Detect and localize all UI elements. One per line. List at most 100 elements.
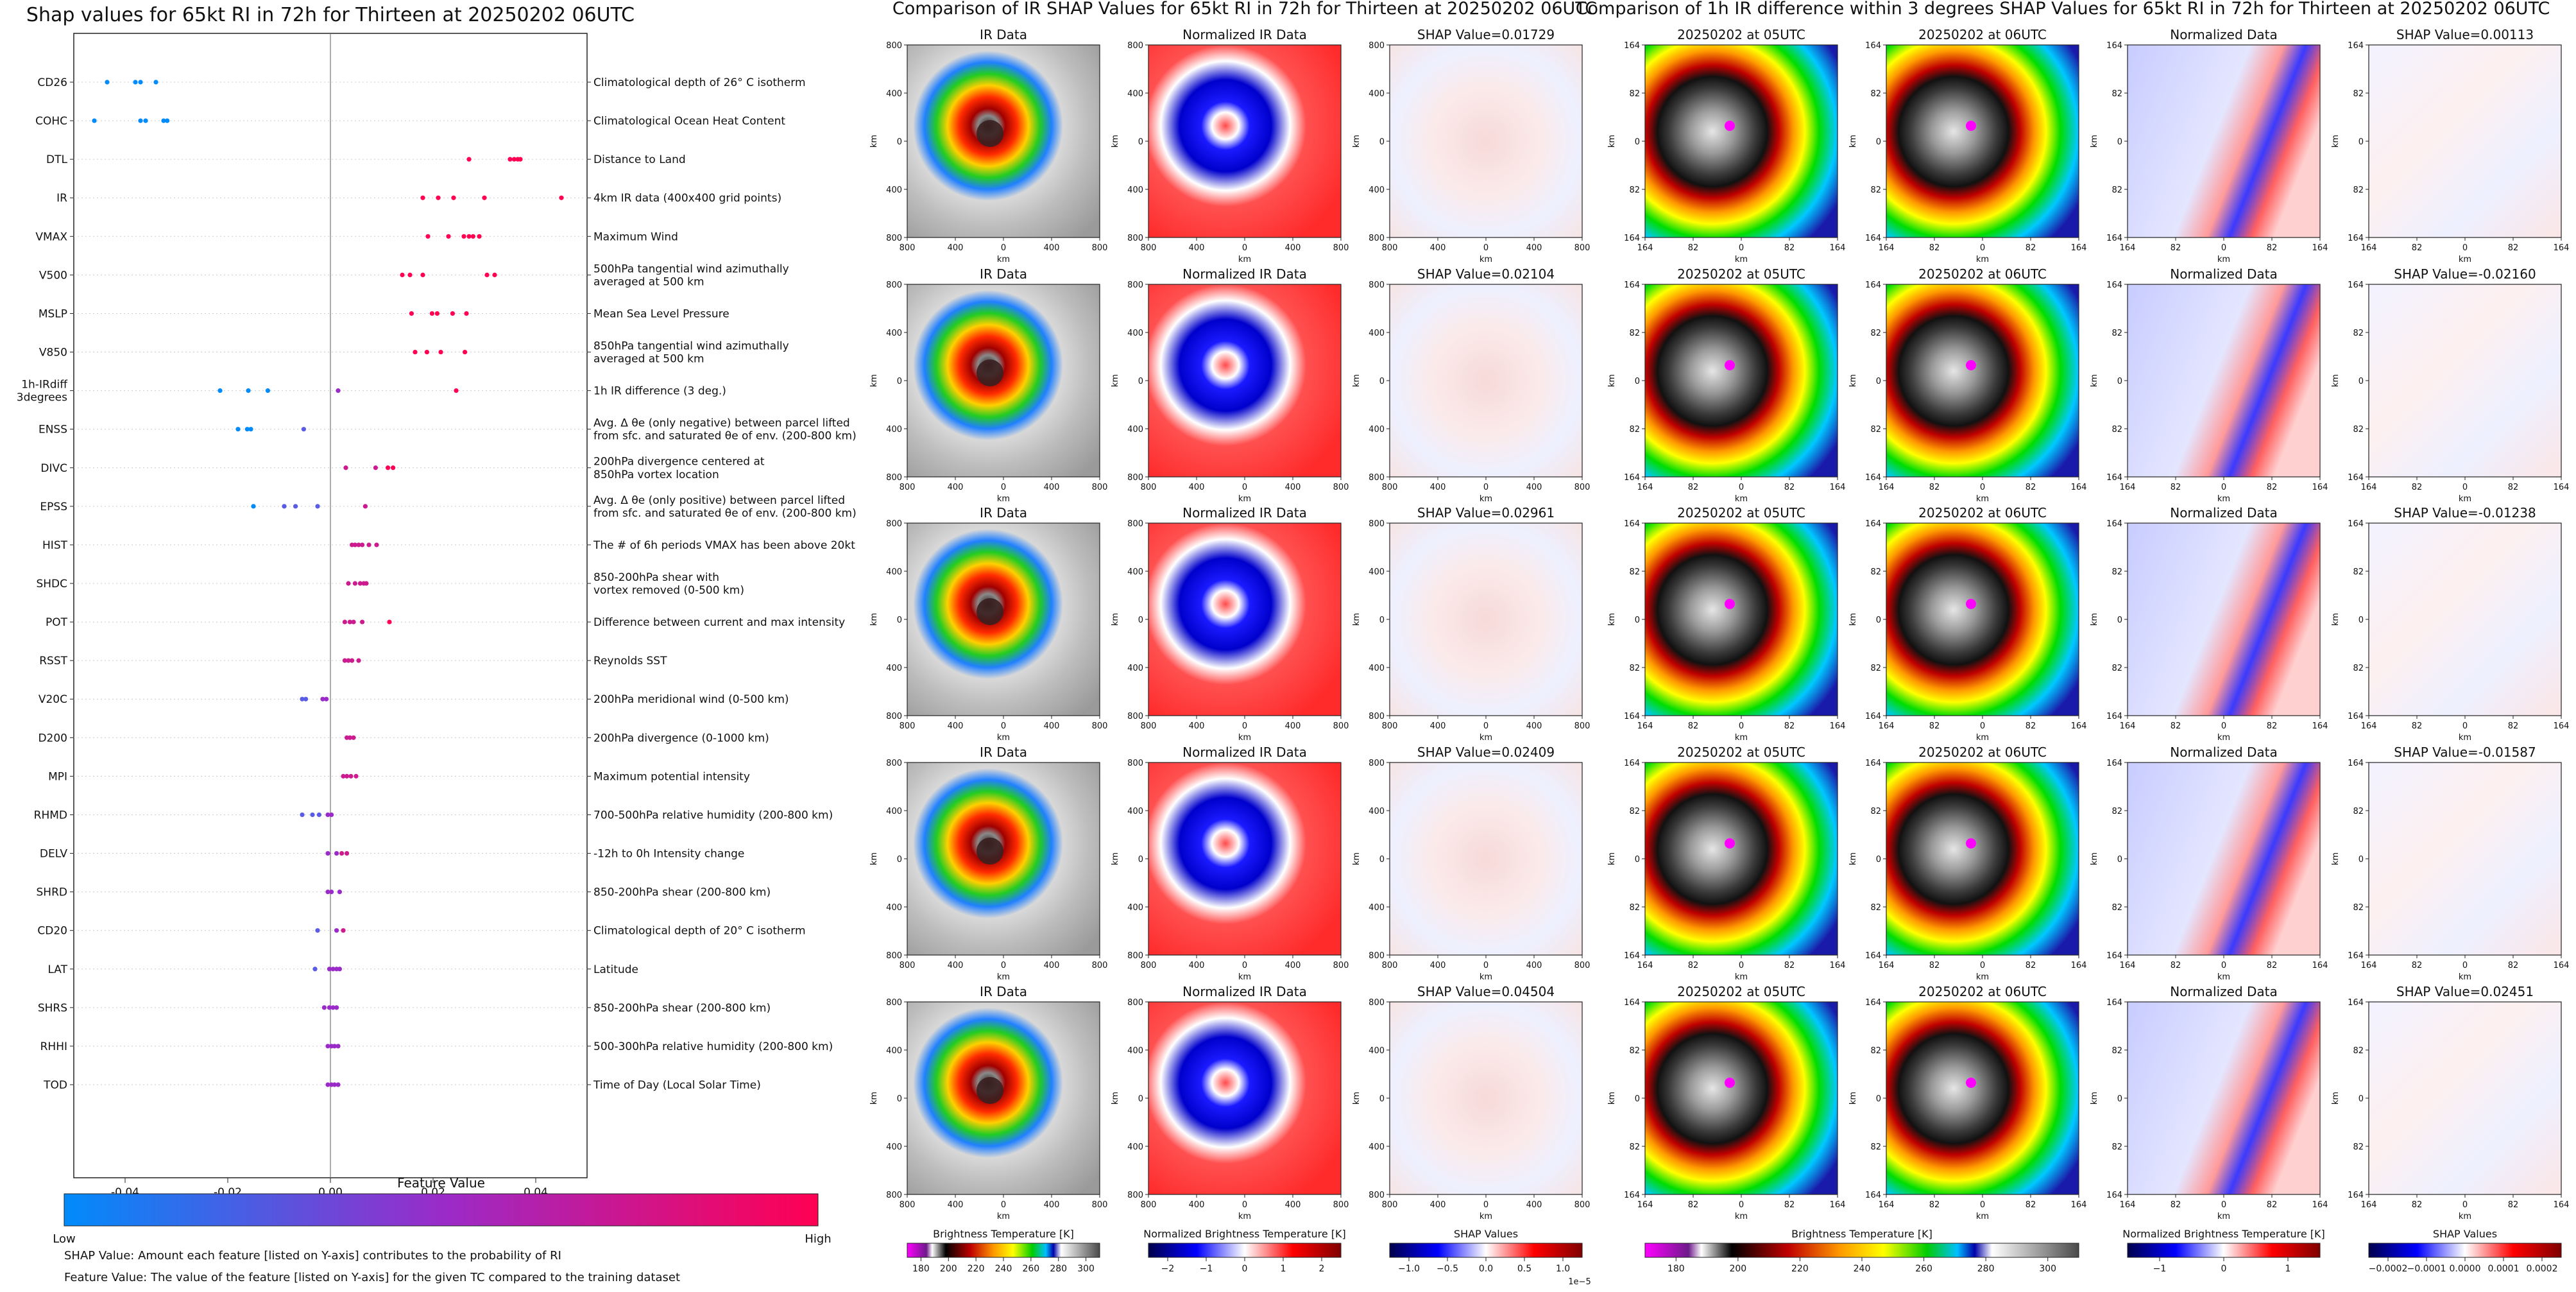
beeswarm-point-4-5	[477, 234, 482, 239]
diff-c3-r2-ylabel: km	[2331, 613, 2341, 626]
diff-c1-r3-ytick-label-1: 82	[1870, 807, 1881, 816]
beeswarm-point-22-1	[334, 928, 339, 933]
beeswarm-point-0-0	[105, 80, 110, 85]
diff-c0-r3-ylabel: km	[1607, 852, 1617, 865]
beeswarm-point-0-3	[153, 80, 158, 85]
beeswarm-point-4-3	[466, 234, 472, 239]
feature-desc-14: Difference between current and max inten…	[593, 616, 845, 629]
diff-c0-r2-title: 20250202 at 05UTC	[1677, 505, 1805, 521]
ir-norm-r0-ytick-label-4: 800	[1127, 234, 1143, 243]
ir-shap-r0-ytick-label-3: 400	[1369, 185, 1385, 195]
beeswarm-point-5-3	[484, 272, 490, 277]
ir-norm-r2-xtick-label-1: 400	[1189, 721, 1205, 731]
diff-c3-r2-ytick-label-0: 164	[2348, 519, 2364, 529]
beeswarm-point-24-1	[327, 1005, 332, 1010]
ir-shap-r2-xtick-label-1: 400	[1430, 721, 1446, 731]
ir-data-r2-xtick-label-2: 0	[1001, 721, 1006, 731]
feature-desc-7: 850hPa tangential wind azimuthally averag…	[593, 340, 789, 366]
ir-data-r1-xtick-label-2: 0	[1001, 483, 1006, 492]
ir-norm-r4-ylabel: km	[1111, 1092, 1120, 1105]
beeswarm-point-17-2	[351, 735, 356, 740]
diff-c0-r4-ylabel: km	[1607, 1092, 1617, 1105]
ir-shap-r1-ytick-label-2: 0	[1379, 377, 1385, 386]
ir-shap-r3-ytick-label-3: 400	[1369, 903, 1385, 913]
beeswarm-point-15-3	[356, 658, 361, 663]
ir-colorbar-bt-tick-label-6: 300	[1077, 1264, 1095, 1274]
feature-desc-11: Avg. Δ θe (only positive) between parcel…	[593, 494, 857, 520]
ir-shap-r1-xtick-label-4: 800	[1574, 483, 1591, 492]
ir-data-r4-ytick-label-1: 400	[886, 1046, 902, 1056]
ir-shap-r1-xtick-label-3: 400	[1526, 483, 1542, 492]
diff-c1-r0-ylabel: km	[1848, 135, 1858, 148]
beeswarm-point-19-3	[325, 812, 330, 818]
beeswarm-point-18-2	[348, 773, 354, 779]
diff-c2-r3-ytick-label-2: 0	[2117, 855, 2122, 865]
ir-data-r3-xtick-label-1: 400	[948, 961, 964, 970]
ir-data-r0-ytick-label-3: 400	[886, 185, 902, 195]
ir-norm-r3-xtick-label-3: 400	[1285, 961, 1301, 970]
feature-label-6: MSLP	[38, 307, 67, 320]
ir-shap-r3-ytick-label-1: 400	[1369, 807, 1385, 816]
diff-c0-r4-ytick-label-0: 164	[1624, 998, 1640, 1008]
diff-c2-r2-xtick-label-4: 164	[2312, 721, 2328, 731]
diff-c3-r3-ytick-label-4: 164	[2348, 951, 2364, 961]
ir-colorbar-bt-tick-label-3: 240	[995, 1264, 1012, 1274]
diff-c0-r0-xtick-label-1: 82	[1688, 243, 1699, 253]
ir-shap-r3-ytick-label-2: 0	[1379, 855, 1385, 865]
diff-c2-r2-image	[2127, 522, 2321, 716]
ir-data-r1-ytick-label-1: 400	[886, 329, 902, 338]
ir-data-r0-ylabel: km	[869, 135, 879, 148]
diff-c1-r4-ytick-label-1: 82	[1870, 1046, 1881, 1056]
beeswarm-point-2-1	[508, 157, 513, 162]
diff-c2-r1-title: Normalized Data	[2170, 266, 2278, 282]
ir-data-r0-ytick-label-2: 0	[897, 137, 902, 147]
diff-c2-r3-xtick-label-2: 0	[2221, 961, 2226, 970]
feature-desc-16: 200hPa meridional wind (0-500 km)	[593, 693, 789, 706]
ir-norm-r1-image	[1148, 284, 1342, 478]
diff-c2-r4-ylabel: km	[2090, 1092, 2099, 1105]
diff-c0-r3-title: 20250202 at 05UTC	[1677, 745, 1805, 760]
ir-norm-r3-image	[1148, 762, 1342, 956]
ir-shap-r0-xtick-label-0: 800	[1382, 243, 1398, 253]
diff-c3-r4-xtick-label-4: 164	[2554, 1200, 2570, 1210]
feature-desc-24: 850-200hPa shear (200-800 km)	[593, 1002, 771, 1015]
diff-c0-r2-ytick-label-2: 0	[1635, 616, 1640, 625]
beeswarm-point-3-1	[436, 195, 441, 200]
diff-c1-r1-xtick-label-4: 164	[2071, 483, 2087, 492]
diff-colorbar-norm-tick-label-0: −1	[2153, 1264, 2167, 1274]
beeswarm-point-20-0	[325, 850, 330, 856]
ir-norm-r1-xlabel: km	[1238, 494, 1251, 504]
beeswarm-point-20-2	[339, 850, 345, 856]
diff-colorbar-bt-tick-label-6: 300	[2039, 1264, 2056, 1274]
ir-shap-r3-ytick-label-0: 800	[1369, 759, 1385, 768]
diff-c1-r0-title: 20250202 at 06UTC	[1918, 27, 2047, 42]
ir-norm-r4-xtick-label-1: 400	[1189, 1200, 1205, 1210]
feature-colorbar-title: Feature Value	[397, 1175, 485, 1191]
diff-c2-r2-xtick-label-1: 82	[2171, 721, 2181, 731]
ir-shap-r1-xtick-label-0: 800	[1382, 483, 1398, 492]
feature-desc-1: Climatological Ocean Heat Content	[593, 115, 785, 128]
ir-data-r2-xtick-label-1: 400	[948, 721, 964, 731]
ir-data-r3-xlabel: km	[997, 972, 1010, 982]
beeswarm-note-0: SHAP Value: Amount each feature [listed …	[64, 1249, 561, 1262]
feature-label-20: DELV	[40, 848, 67, 861]
ir-data-r1-xlabel: km	[997, 494, 1010, 504]
ir-colorbar-bt-bar	[907, 1243, 1100, 1258]
diff-c2-r3-ytick-label-0: 164	[2106, 759, 2122, 768]
ir-shap-r1-xtick-label-1: 400	[1430, 483, 1446, 492]
feature-label-5: V500	[39, 269, 67, 282]
diff-c2-r1-xlabel: km	[2217, 494, 2230, 504]
diff-c0-r2-xtick-label-1: 82	[1688, 721, 1699, 731]
diff-c3-r0-title: SHAP Value=0.00113	[2396, 27, 2534, 42]
diff-c0-r3-xtick-label-1: 82	[1688, 961, 1699, 970]
ir-data-r4-ytick-label-2: 0	[897, 1094, 902, 1104]
diff-colorbar-bt-label: Brightness Temperature [K]	[1791, 1228, 1932, 1240]
ir-shap-r0-xtick-label-3: 400	[1526, 243, 1542, 253]
ir-shap-r4-ytick-label-4: 800	[1369, 1191, 1385, 1200]
diff-c0-r0-image	[1644, 44, 1838, 238]
ir-norm-r2-xtick-label-4: 800	[1333, 721, 1349, 731]
ir-shap-r2-ytick-label-4: 800	[1369, 712, 1385, 721]
beeswarm-point-8-0	[218, 388, 223, 393]
diff-c3-r0-xtick-label-1: 82	[2412, 243, 2423, 253]
diff-c1-r0-ytick-label-3: 82	[1870, 185, 1881, 195]
